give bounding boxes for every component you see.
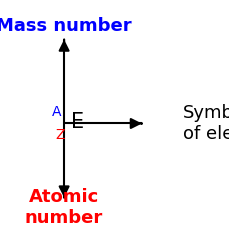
Text: Z: Z	[55, 128, 64, 142]
Text: Symbol
of element: Symbol of element	[183, 104, 229, 143]
Text: E: E	[71, 112, 84, 132]
Text: Atomic
number: Atomic number	[25, 188, 103, 227]
Text: A: A	[52, 105, 61, 119]
Text: Mass number: Mass number	[0, 17, 132, 35]
